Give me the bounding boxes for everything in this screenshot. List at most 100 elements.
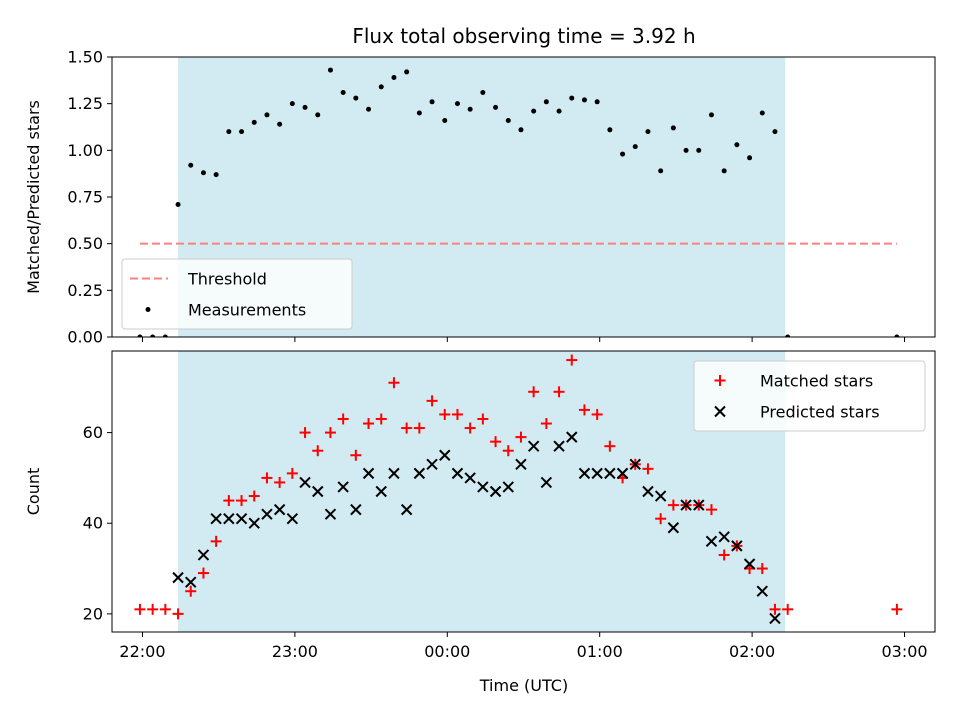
y-tick-label: 1.25 <box>67 94 103 113</box>
legend-label: Threshold <box>187 270 267 289</box>
matched-stars-point-42 <box>667 499 679 511</box>
legend: Threshold Measurements <box>121 258 353 330</box>
matched-stars-point-37 <box>604 440 616 452</box>
measurements-point-0 <box>137 334 143 337</box>
matched-stars-point-28 <box>490 436 502 448</box>
matched-stars-point-8 <box>236 495 248 507</box>
measurements-point-21 <box>404 69 410 75</box>
matched-stars-point-41 <box>655 513 667 525</box>
y-tick-label: 60 <box>83 423 103 442</box>
measurements-point-45 <box>708 112 714 118</box>
predicted-stars-point-42 <box>705 535 718 548</box>
legend-swatch <box>145 307 151 312</box>
measurements-point-5 <box>200 170 206 176</box>
predicted-stars-point-16 <box>375 485 387 498</box>
measurements-point-29 <box>505 117 511 123</box>
y-tick-label: 0.25 <box>67 281 103 300</box>
predicted-stars-point-17 <box>388 467 400 480</box>
matched-stars-point-33 <box>553 386 565 398</box>
predicted-stars-point-14 <box>350 503 362 516</box>
matched-stars-point-3 <box>172 608 184 620</box>
matched-stars-point-18 <box>363 418 375 430</box>
predicted-stars-point-1 <box>185 576 197 588</box>
x-tick-label: 02:00 <box>729 642 775 661</box>
matched-stars-point-49 <box>756 563 768 575</box>
predicted-stars-point-33 <box>591 467 603 480</box>
measurements-point-43 <box>683 147 689 153</box>
measurements-point-41 <box>658 168 664 174</box>
y-tick-label: 40 <box>83 514 103 533</box>
predicted-stars-point-10 <box>299 476 311 489</box>
legend-label: Matched stars <box>760 372 873 391</box>
matched-stars-point-21 <box>401 422 413 434</box>
legend-label: Measurements <box>188 301 306 320</box>
measurements-point-6 <box>213 172 219 178</box>
matched-stars-point-15 <box>324 427 336 439</box>
matched-stars-point-23 <box>426 395 438 407</box>
measurements-point-36 <box>594 99 600 105</box>
predicted-stars-point-8 <box>273 503 286 516</box>
matched-stars-point-50 <box>769 603 781 615</box>
predicted-stars-point-46 <box>756 585 768 597</box>
measurements-point-24 <box>442 117 448 123</box>
predicted-stars-point-18 <box>400 503 413 516</box>
plot-area <box>137 67 900 337</box>
matched-stars-point-14 <box>312 445 324 457</box>
matched-stars-point-30 <box>515 431 527 443</box>
legend-label: Predicted stars <box>760 403 880 422</box>
measurements-point-34 <box>569 95 575 101</box>
predicted-stars-point-28 <box>527 440 540 452</box>
predicted-stars-point-47 <box>769 612 781 625</box>
measurements-point-12 <box>289 101 295 107</box>
matched-stars-point-51 <box>782 603 794 615</box>
measurements-point-32 <box>543 99 549 105</box>
predicted-stars-point-40 <box>680 499 692 511</box>
matched-stars-point-32 <box>540 418 552 430</box>
y-axis-label: Matched/Predicted stars <box>24 100 43 294</box>
predicted-stars-point-43 <box>718 531 730 543</box>
matched-stars-point-26 <box>464 422 476 434</box>
matched-stars-point-12 <box>286 467 298 479</box>
matched-stars-point-1 <box>147 603 159 615</box>
measurements-point-17 <box>353 95 359 101</box>
measurements-point-28 <box>493 104 499 110</box>
x-tick-label: 03:00 <box>881 642 927 661</box>
measurements-point-52 <box>894 334 900 337</box>
measurements-point-16 <box>340 89 346 95</box>
legend-box <box>693 360 926 432</box>
predicted-stars-point-24 <box>477 481 489 493</box>
predicted-stars-point-5 <box>235 512 248 525</box>
measurements-point-37 <box>607 127 613 133</box>
measurements-point-10 <box>264 112 270 118</box>
matched-stars-point-31 <box>528 386 540 398</box>
measurements-point-26 <box>467 106 473 112</box>
measurements-point-47 <box>734 142 740 148</box>
matched-stars-point-19 <box>375 413 387 425</box>
matched-stars-point-7 <box>223 495 235 507</box>
measurements-point-22 <box>416 110 422 116</box>
measurements-point-18 <box>366 106 372 112</box>
matched-stars-point-16 <box>337 413 349 425</box>
y-tick-label: 1.00 <box>67 141 103 160</box>
predicted-stars-point-44 <box>731 540 743 552</box>
measurements-point-3 <box>175 201 181 207</box>
predicted-stars-point-6 <box>248 517 260 529</box>
x-tick-label: 22:00 <box>119 642 165 661</box>
legend-swatch <box>714 375 726 386</box>
measurements-point-38 <box>620 151 626 157</box>
legend-swatch <box>714 405 726 418</box>
y-tick-label: 0.00 <box>67 328 103 347</box>
measurements-point-19 <box>378 84 384 90</box>
predicted-stars-point-20 <box>426 458 438 471</box>
measurements-point-35 <box>581 97 587 103</box>
measurements-point-40 <box>645 129 651 135</box>
matched-stars-point-52 <box>891 603 903 615</box>
measurements-point-31 <box>531 108 537 114</box>
chart-title: Flux total observing time = 3.92 h <box>352 24 695 48</box>
measurements-point-4 <box>188 162 194 168</box>
predicted-stars-point-31 <box>566 431 578 443</box>
y-tick-label: 20 <box>83 604 103 623</box>
legend-item: Predicted stars <box>714 403 880 422</box>
legend-item: Matched stars <box>714 372 873 391</box>
matched-stars-point-46 <box>718 549 730 561</box>
